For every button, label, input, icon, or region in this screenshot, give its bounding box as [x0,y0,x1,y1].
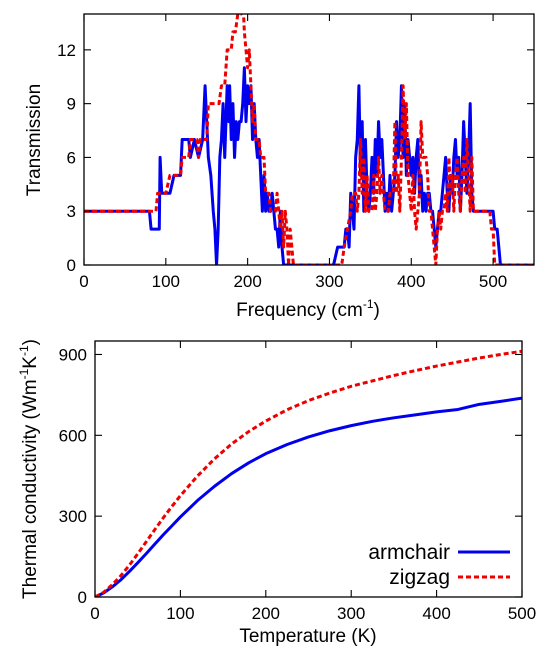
transmission-plot-frame [83,13,535,266]
legend: armchair zigzag [368,541,510,589]
transmission-y-tick-label: 3 [67,202,76,221]
thermal-conductivity-plot-area [95,349,522,597]
thermal-x-tick-label: 300 [337,604,365,623]
transmission-x-tick-label: 0 [79,272,88,291]
thermal-y-tick-label: 300 [59,507,87,526]
transmission-y-tick-label: 0 [67,256,76,275]
thermal-conductivity-ticks: 0 100 200 300 400 500 0 300 600 900 [59,341,536,623]
transmission-x-tick-label: 400 [397,272,425,291]
transmission-y-tick-label: 12 [57,41,76,60]
transmission-chart: 0 100 200 300 400 500 0 3 6 9 12 Transmission Freq… [24,13,535,321]
thermal-y-tick-label: 0 [78,588,87,607]
transmission-ticks: 0 100 200 300 400 500 0 3 6 9 12 [57,14,534,291]
transmission-plot-area [84,14,534,265]
thermal-series-line-armchair [95,396,522,597]
thermal-series-line-zigzag [95,349,522,597]
thermal-x-tick-label: 0 [90,604,99,623]
thermal-x-tick-label: 500 [508,604,536,623]
thermal-conductivity-plot-frame [94,340,523,598]
thermal-x-tick-label: 400 [422,604,450,623]
thermal-y-tick-label: 600 [59,426,87,445]
thermal-x-tick-label: 100 [166,604,194,623]
thermal-y-tick-label: 900 [59,345,87,364]
legend-label-armchair: armchair [368,541,450,564]
transmission-x-tick-label: 500 [479,272,507,291]
transmission-x-axis-label: Frequency (cm-1) [236,297,380,321]
thermal-conductivity-x-axis-label: Temperature (K) [239,626,376,647]
transmission-series-line-armchair [84,66,534,265]
transmission-y-axis-label: Transmission [24,84,45,196]
thermal-x-tick-label: 200 [252,604,280,623]
transmission-x-tick-label: 100 [152,272,180,291]
thermal-conductivity-chart: 0 100 200 300 400 500 0 300 600 900 Thermal condu… [17,339,536,647]
transmission-x-tick-label: 300 [315,272,343,291]
transmission-x-tick-label: 200 [233,272,261,291]
transmission-series-line-zigzag [84,14,534,265]
transmission-y-tick-label: 9 [67,95,76,114]
legend-label-zigzag: zigzag [389,566,450,589]
transmission-y-tick-label: 6 [67,148,76,167]
thermal-conductivity-y-axis-label: Thermal conductivity (Wm-1K-1) [17,339,41,599]
